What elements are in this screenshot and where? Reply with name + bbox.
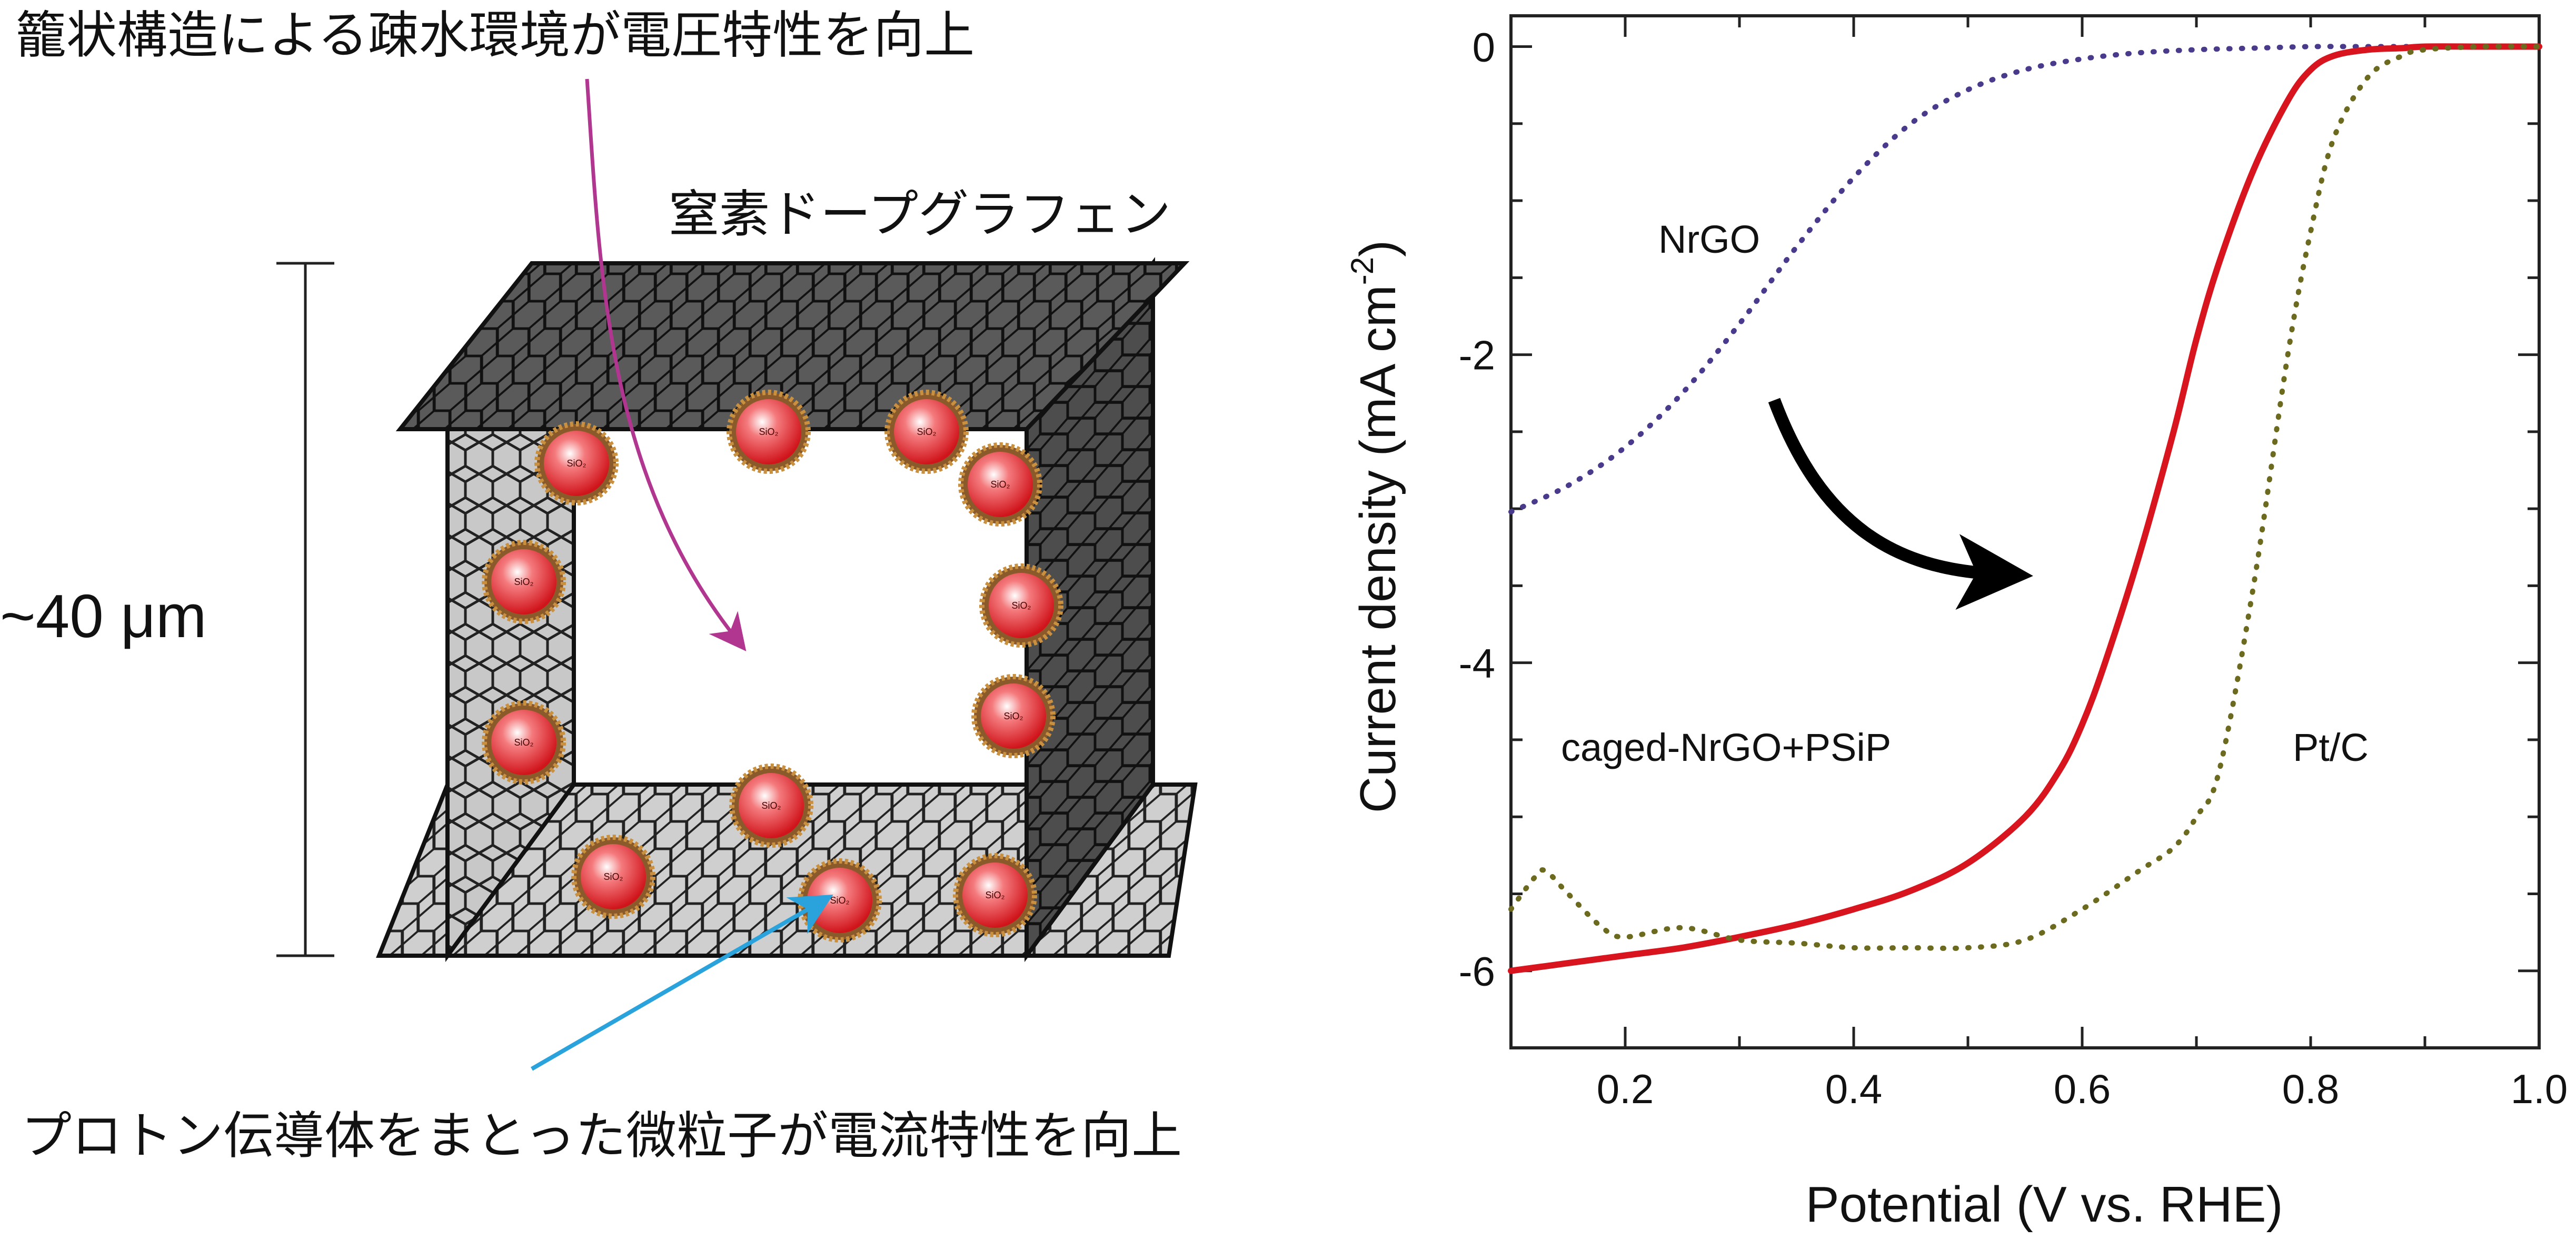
sio2-particle: SiO₂	[482, 700, 566, 785]
y-axis-label-exp: -2	[1345, 257, 1380, 285]
y-tick-label: 0	[1473, 24, 1495, 71]
series-line-0	[1508, 44, 2542, 514]
sio2-particle: SiO₂	[958, 442, 1042, 527]
sio2-particle: SiO₂	[534, 421, 619, 505]
sio2-particle: SiO₂	[798, 858, 882, 943]
sio2-particle: SiO₂	[727, 390, 811, 474]
x-tick-label: 0.6	[2054, 1066, 2111, 1112]
x-tick-label: 1.0	[2511, 1066, 2568, 1112]
x-tick-label: 0.8	[2282, 1066, 2339, 1112]
series-label-ptc: Pt/C	[2293, 726, 2369, 769]
label-proton-conductor: プロトン伝導体をまとった微粒子が電流特性を向上	[21, 1106, 1182, 1165]
label-graphene: 窒素ドープグラフェン	[669, 185, 1171, 244]
x-axis-label: Potential (V vs. RHE)	[1806, 1176, 2283, 1233]
plot-frame	[1509, 14, 2541, 1049]
title-hydrophobic: 籠状構造による疎水環境が電圧特性を向上	[16, 6, 974, 65]
series-line-1	[1508, 43, 2542, 974]
top-graphene-sheet	[395, 261, 1190, 431]
y-tick-label: -4	[1459, 640, 1495, 687]
cage-diagram: 籠状構造による疎水環境が電圧特性を向上 窒素ドープグラフェン ~40 μm Si…	[0, 6, 1198, 1165]
particle-label: SiO₂	[1012, 600, 1031, 611]
series-label-nrgo: NrGO	[1658, 217, 1760, 261]
magenta-arrow	[585, 78, 747, 651]
particle-label: SiO₂	[514, 737, 534, 748]
sio2-particle: SiO₂	[729, 764, 813, 848]
sio2-particle: SiO₂	[979, 563, 1063, 648]
lsv-chart: 0.2 0.4 0.6 0.8 1.0 0 -2 -4 -6 NrGO caged-NrGO+P…	[1345, 14, 2568, 1233]
label-size: ~40 μm	[0, 582, 206, 650]
axis-ticks	[1509, 16, 2541, 1049]
particle-label: SiO₂	[917, 427, 937, 437]
sio2-particle: SiO₂	[953, 853, 1037, 937]
particle-label: SiO₂	[762, 800, 781, 811]
blue-arrow	[530, 894, 833, 1071]
axis-tick-labels: 0.2 0.4 0.6 0.8 1.0 0 -2 -4 -6	[1459, 24, 2568, 1112]
particle-label: SiO₂	[514, 577, 534, 587]
particle-label: SiO₂	[604, 871, 623, 882]
sio2-particles: SiO₂ SiO₂ SiO₂ SiO₂ SiO₂ SiO₂ SiO₂ SiO₂ SiO₂ SiO₂…	[482, 390, 1063, 943]
series-lines	[1508, 43, 2542, 974]
series-line-2	[1508, 44, 2542, 951]
particle-label: SiO₂	[567, 458, 586, 469]
y-axis-label: Current density (mA cm-2)	[1345, 240, 1406, 813]
sio2-particle: SiO₂	[482, 540, 566, 624]
particle-label: SiO₂	[759, 427, 779, 437]
x-tick-label: 0.4	[1825, 1066, 1882, 1112]
series-label-caged: caged-NrGO+PSiP	[1561, 726, 1891, 769]
particle-label: SiO₂	[1004, 711, 1023, 721]
particle-label: SiO₂	[830, 895, 850, 906]
particle-label: SiO₂	[986, 890, 1005, 900]
sio2-particle: SiO₂	[971, 674, 1056, 758]
y-tick-label: -6	[1459, 948, 1495, 995]
shift-arrow	[1768, 398, 2033, 610]
y-axis-label-close: )	[1350, 240, 1406, 257]
x-tick-label: 0.2	[1597, 1066, 1654, 1112]
y-axis-label-main: Current density (mA cm	[1350, 285, 1406, 813]
size-bar	[276, 262, 334, 957]
sio2-particle: SiO₂	[884, 390, 969, 474]
sio2-particle: SiO₂	[571, 835, 655, 919]
y-tick-label: -2	[1459, 332, 1495, 379]
particle-label: SiO₂	[991, 479, 1010, 490]
